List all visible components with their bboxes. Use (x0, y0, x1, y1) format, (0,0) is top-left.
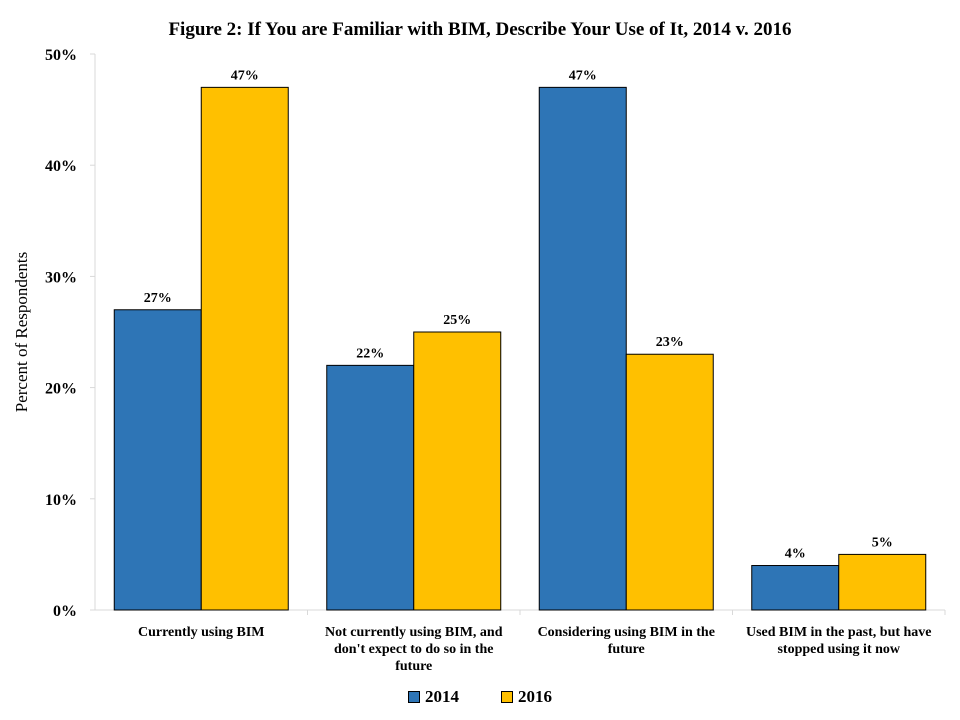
bar-2016-3 (838, 553, 927, 611)
bar-2016-0 (200, 86, 289, 611)
legend-label: 2016 (518, 687, 552, 706)
labels-group: 27% 47% Currently using BIM 22% 25% Not curre… (138, 68, 932, 674)
y-tick-label: 40% (45, 158, 77, 175)
bar-2014-3 (751, 565, 840, 611)
bar-2016-1 (413, 331, 502, 611)
legend-item-2014: 2014 (408, 687, 459, 707)
y-tick-label: 0% (53, 603, 77, 620)
data-label: 25% (443, 313, 471, 328)
bars-group (113, 86, 927, 611)
bar-2014-2 (538, 86, 627, 611)
chart-axes: 0% 10% 20% 30% 40% 50% Percent of Respondents (12, 47, 946, 620)
data-label: 22% (356, 346, 384, 361)
data-label: 5% (872, 535, 893, 550)
y-tick-label: 20% (45, 381, 77, 398)
chart-title: Figure 2: If You are Familiar with BIM, … (168, 19, 792, 40)
data-label: 27% (144, 291, 172, 306)
data-label: 4% (785, 547, 806, 562)
legend-item-2016: 2016 (501, 687, 552, 707)
legend-swatch (501, 691, 513, 703)
data-label: 47% (569, 68, 597, 83)
x-tick-label: Used BIM in the past, but have stopped us… (746, 625, 932, 657)
y-tick-label: 10% (45, 492, 77, 509)
y-tick-label: 50% (45, 47, 77, 64)
y-axis-title: Percent of Respondents (12, 252, 31, 413)
legend-label: 2014 (425, 687, 459, 706)
data-label: 47% (231, 68, 259, 83)
data-label: 23% (656, 335, 684, 350)
legend: 2014 2016 (0, 687, 960, 707)
bar-2014-0 (113, 309, 202, 611)
x-tick-label: Currently using BIM (138, 625, 265, 640)
x-tick-label: Not currently using BIM, and don't expect… (325, 625, 503, 674)
bar-2014-1 (326, 364, 415, 611)
x-tick-label: Considering using BIM in the future (538, 625, 715, 657)
legend-swatch (408, 691, 420, 703)
y-tick-label: 30% (45, 269, 77, 286)
bar-2016-2 (625, 353, 714, 611)
